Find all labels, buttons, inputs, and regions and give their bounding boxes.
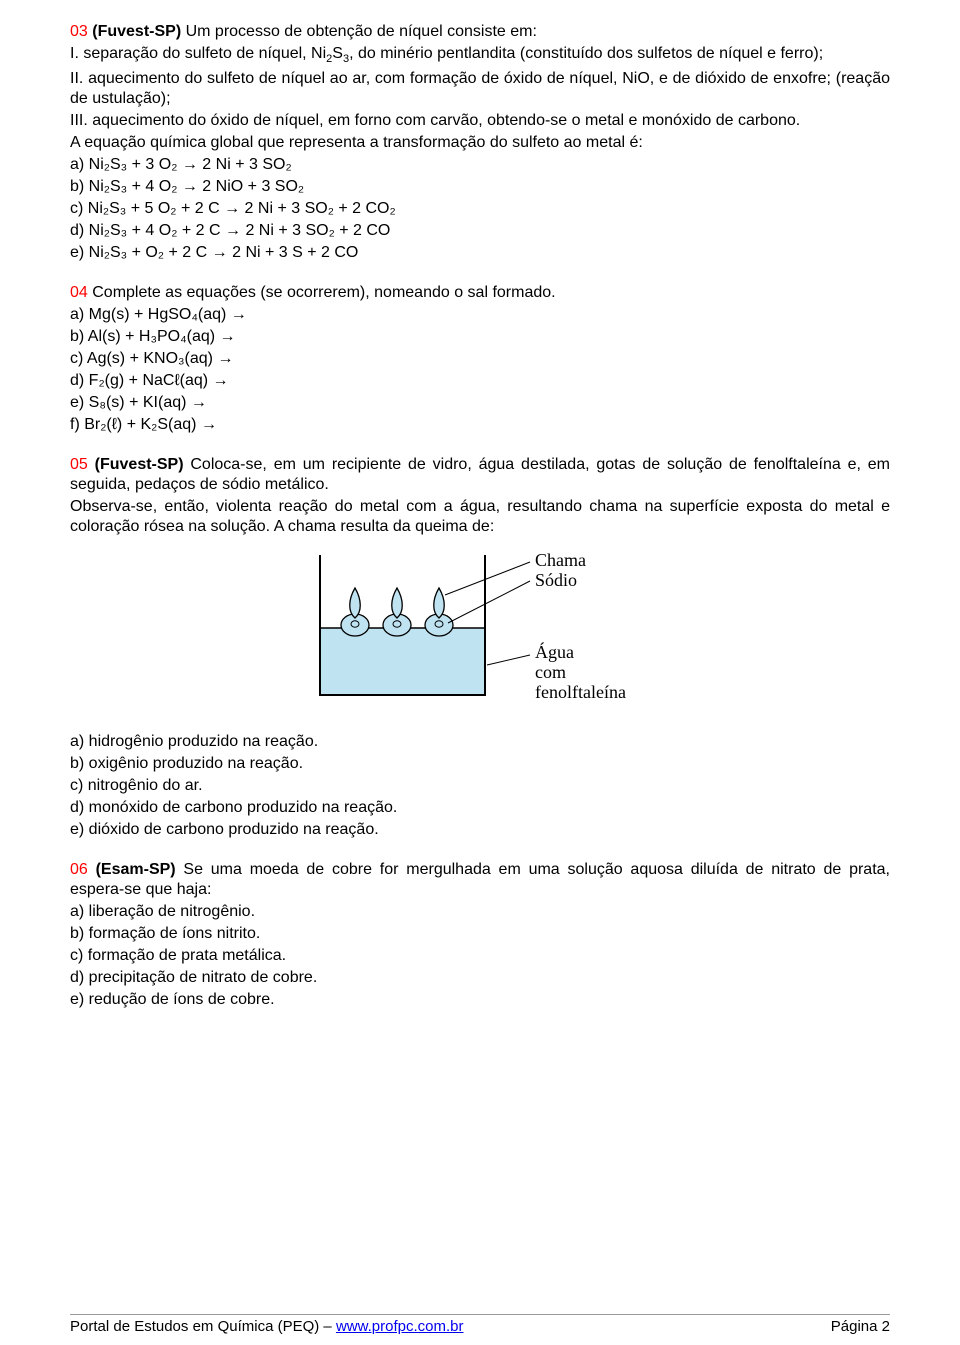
- q03-opt-a: a) Ni₂S₃ + 3 O₂ → 2 Ni + 3 SO₂: [70, 155, 890, 175]
- q05-p2: Observa-se, então, violenta reação do me…: [70, 497, 890, 537]
- q03-step2: II. aquecimento do sulfeto de níquel ao …: [70, 69, 890, 109]
- q03-opt-b: b) Ni₂S₃ + 4 O₂ → 2 NiO + 3 SO₂: [70, 177, 890, 197]
- q03-intro: 03 (Fuvest-SP) Um processo de obtenção d…: [70, 22, 890, 42]
- q06-opt-a: a) liberação de nitrogênio.: [70, 902, 890, 922]
- q04-opt-c: c) Ag(s) + KNO₃(aq) →: [70, 349, 890, 369]
- q03-opt-e: e) Ni₂S₃ + O₂ + 2 C → 2 Ni + 3 S + 2 CO: [70, 243, 890, 263]
- q05-intro: 05 (Fuvest-SP) Coloca-se, em um recipien…: [70, 455, 890, 495]
- q06-intro: 06 (Esam-SP) Se uma moeda de cobre for m…: [70, 860, 890, 900]
- label-agua: Água com fenolftaleína: [535, 643, 626, 702]
- label-sodio: Sódio: [535, 571, 577, 591]
- question-04: 04 Complete as equações (se ocorrerem), …: [70, 283, 890, 435]
- q05-diagram: Chama Sódio Água com fenolftaleína: [70, 545, 890, 720]
- q06-opt-e: e) redução de íons de cobre.: [70, 990, 890, 1010]
- q05-opt-a: a) hidrogênio produzido na reação.: [70, 732, 890, 752]
- q06-source: (Esam-SP): [96, 861, 176, 878]
- footer-page-number: Página 2: [831, 1318, 890, 1335]
- q06-opt-d: d) precipitação de nitrato de cobre.: [70, 968, 890, 988]
- q04-intro: 04 Complete as equações (se ocorrerem), …: [70, 283, 890, 303]
- q06-number: 06: [70, 861, 88, 878]
- q05-opt-c: c) nitrogênio do ar.: [70, 776, 890, 796]
- q05-opt-b: b) oxigênio produzido na reação.: [70, 754, 890, 774]
- footer-left: Portal de Estudos em Química (PEQ) – www…: [70, 1318, 463, 1335]
- q06-opt-c: c) formação de prata metálica.: [70, 946, 890, 966]
- q03-source: (Fuvest-SP): [92, 23, 181, 40]
- q05-source: (Fuvest-SP): [95, 456, 184, 473]
- question-03: 03 (Fuvest-SP) Um processo de obtenção d…: [70, 22, 890, 263]
- q04-opt-a: a) Mg(s) + HgSO₄(aq) →: [70, 305, 890, 325]
- q05-opt-d: d) monóxido de carbono produzido na reaç…: [70, 798, 890, 818]
- q04-opt-e: e) S₈(s) + KI(aq) →: [70, 393, 890, 413]
- question-06: 06 (Esam-SP) Se uma moeda de cobre for m…: [70, 860, 890, 1010]
- q04-number: 04: [70, 284, 88, 301]
- q04-opt-d: d) F₂(g) + NaCℓ(aq) →: [70, 371, 890, 391]
- q03-prompt: A equação química global que representa …: [70, 133, 890, 153]
- page-footer: Portal de Estudos em Química (PEQ) – www…: [70, 1314, 890, 1335]
- q03-opt-c: c) Ni₂S₃ + 5 O₂ + 2 C → 2 Ni + 3 SO₂ + 2…: [70, 199, 890, 219]
- q04-opt-f: f) Br₂(ℓ) + K₂S(aq) →: [70, 415, 890, 435]
- footer-link[interactable]: www.profpc.com.br: [336, 1318, 464, 1335]
- q04-opt-b: b) Al(s) + H₃PO₄(aq) →: [70, 327, 890, 347]
- q03-number: 03: [70, 23, 88, 40]
- label-chama: Chama: [535, 551, 586, 571]
- question-05: 05 (Fuvest-SP) Coloca-se, em um recipien…: [70, 455, 890, 840]
- q03-step3: III. aquecimento do óxido de níquel, em …: [70, 111, 890, 131]
- q03-step1: I. separação do sulfeto de níquel, Ni2S3…: [70, 44, 890, 67]
- q03-opt-d: d) Ni₂S₃ + 4 O₂ + 2 C → 2 Ni + 3 SO₂ + 2…: [70, 221, 890, 241]
- q05-number: 05: [70, 456, 88, 473]
- q03-intro-text: Um processo de obtenção de níquel consis…: [181, 23, 537, 40]
- q06-opt-b: b) formação de íons nitrito.: [70, 924, 890, 944]
- q05-opt-e: e) dióxido de carbono produzido na reaçã…: [70, 820, 890, 840]
